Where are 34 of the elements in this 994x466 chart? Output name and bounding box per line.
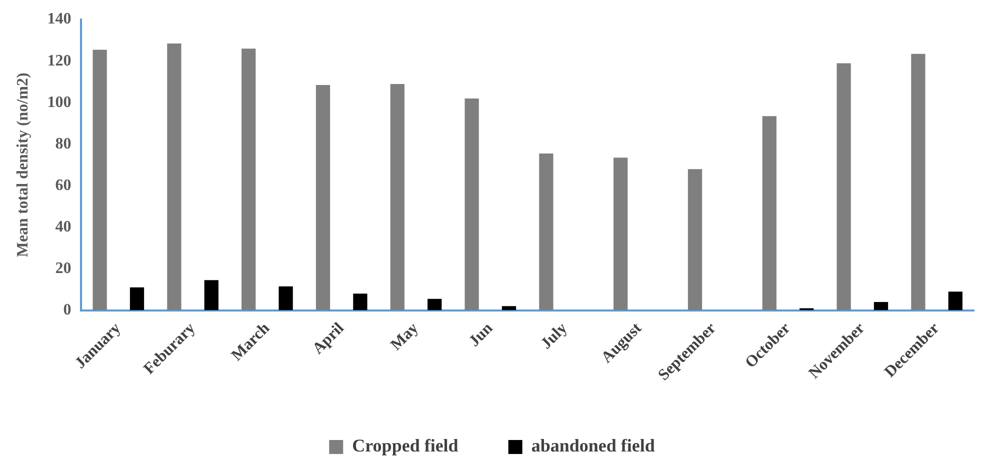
legend-label: Cropped field xyxy=(352,436,458,456)
y-tick-label: 60 xyxy=(55,176,72,194)
bar xyxy=(836,63,851,310)
x-tick-label: Jun xyxy=(466,320,496,350)
bar xyxy=(614,158,628,310)
bar xyxy=(390,84,404,310)
legend-label: abandoned field xyxy=(531,436,655,456)
y-tick-label: 100 xyxy=(47,94,72,111)
y-tick-label: 80 xyxy=(55,135,72,152)
x-tick-label: July xyxy=(538,320,571,353)
bar xyxy=(316,85,330,310)
bar xyxy=(762,116,776,310)
y-axis-title: Mean total density (no/m2) xyxy=(14,72,32,258)
bar xyxy=(688,169,702,310)
y-tick-label: 140 xyxy=(47,10,72,28)
bar xyxy=(464,98,479,310)
bar xyxy=(428,298,442,310)
bar xyxy=(502,306,516,310)
bar xyxy=(130,287,144,310)
bar xyxy=(539,154,554,310)
y-tick-label: 40 xyxy=(55,218,72,236)
x-tick-label: May xyxy=(388,320,422,354)
bar xyxy=(242,48,256,310)
bar xyxy=(92,50,107,310)
bar xyxy=(204,280,218,310)
y-tick-label: 120 xyxy=(47,52,72,70)
bar xyxy=(167,43,182,310)
bar xyxy=(278,286,293,310)
y-tick-label: 20 xyxy=(55,260,72,277)
bar xyxy=(911,54,926,310)
bar xyxy=(353,294,368,310)
bar xyxy=(874,302,888,310)
y-tick-label: 0 xyxy=(63,301,72,318)
bar xyxy=(948,292,962,310)
